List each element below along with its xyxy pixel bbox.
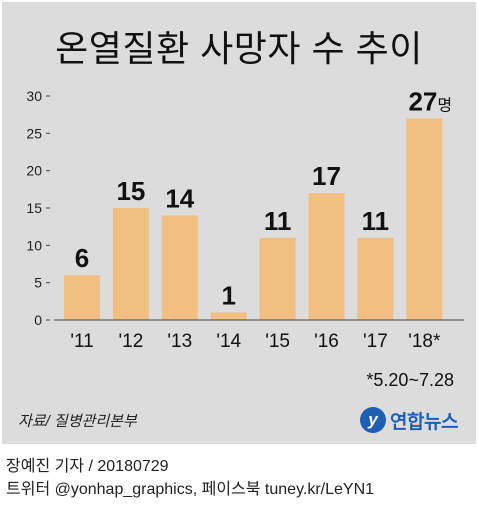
bar-18 — [406, 118, 443, 321]
social-handles: 트위터 @yonhap_graphics, 페이스북 tuney.kr/LeYN… — [6, 481, 375, 498]
bar-17 — [357, 237, 394, 320]
chart-card: 온열질환 사망자 수 추이 0 5 10 15 20 25 30 6 '11 15 '12 14 '13… — [2, 2, 476, 444]
chart-title: 온열질환 사망자 수 추이 — [55, 28, 423, 69]
yonhap-logo-icon: y — [360, 407, 386, 433]
bar-12 — [112, 208, 149, 320]
value-label: 17 — [312, 161, 341, 191]
value-label: 14 — [165, 183, 194, 213]
x-tick-label: '12 — [119, 331, 144, 352]
y-tick-label: 30 — [26, 88, 42, 104]
x-tick-label: '14 — [216, 331, 241, 352]
value-label: 6 — [75, 243, 89, 273]
author-date: 장예진 기자 / 20180729 — [6, 458, 169, 475]
yonhap-logo-text: 연합뉴스 — [390, 411, 458, 433]
x-tick-label: '17 — [363, 331, 388, 352]
y-tick-label: 10 — [26, 237, 42, 253]
value-label: 11 — [264, 206, 292, 236]
y-tick-label: 20 — [26, 163, 42, 179]
value-label: 15 — [116, 176, 145, 206]
y-tick-label: 0 — [34, 312, 42, 328]
x-tick-label: '15 — [265, 331, 290, 352]
value-label: 11 — [362, 206, 390, 236]
bar-11 — [64, 275, 100, 320]
bar-15 — [259, 237, 296, 320]
source-label: 자료/ 질병관리본부 — [18, 413, 137, 430]
bar-chart: 0 5 10 15 20 25 30 6 '11 15 '12 14 '13 1 '14 11 '15 17 '16… — [26, 86, 464, 390]
bar-14 — [210, 312, 247, 320]
yonhap-logo: y 연합뉴스 — [360, 402, 458, 438]
credit-block: 장예진 기자 / 20180729 트위터 @yonhap_graphics, … — [6, 455, 374, 501]
x-tick-label: '16 — [314, 331, 339, 352]
x-tick-label: '18* — [408, 331, 441, 352]
y-tick-label: 15 — [26, 200, 42, 216]
value-label: 27명 — [408, 86, 452, 116]
x-tick-label: '13 — [167, 331, 192, 352]
bar-13 — [161, 215, 198, 320]
y-tick-label: 5 — [34, 275, 42, 291]
bar-16 — [308, 193, 345, 320]
x-tick-label: '11 — [70, 331, 93, 352]
y-tick-label: 25 — [26, 125, 42, 141]
footnote: *5.20~7.28 — [366, 370, 454, 390]
value-unit-label: 명 — [437, 96, 452, 114]
value-label: 1 — [221, 281, 235, 311]
